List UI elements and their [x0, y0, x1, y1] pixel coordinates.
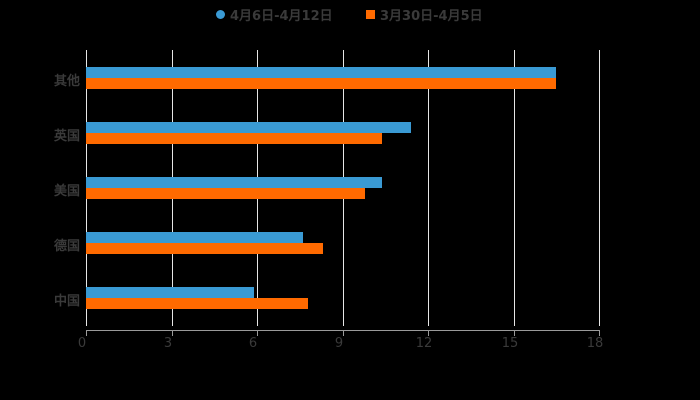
x-tick-label: 12: [415, 336, 433, 351]
bar-series-2[interactable]: [86, 298, 308, 309]
square-marker-icon: [366, 9, 375, 19]
y-category-label: 德国: [53, 239, 80, 254]
axis-tick: [428, 330, 429, 336]
y-category-label: 中国: [53, 294, 80, 309]
axis-tick: [599, 330, 600, 336]
x-tick-label: 15: [501, 336, 519, 351]
x-tick-label: 18: [586, 336, 604, 351]
legend-item-series-1[interactable]: 4月6日-4月12日: [216, 4, 333, 24]
axis-tick: [86, 330, 87, 336]
axis-tick: [343, 330, 344, 336]
y-category-label: 其他: [53, 74, 80, 89]
bar-series-2[interactable]: [86, 78, 556, 89]
bar-series-1[interactable]: [86, 122, 411, 133]
y-category-label: 英国: [53, 129, 80, 144]
bar-series-1[interactable]: [86, 177, 382, 188]
bar-series-2[interactable]: [86, 188, 365, 199]
gridline: [599, 50, 600, 326]
x-tick-label: 0: [77, 336, 87, 351]
axis-tick: [514, 330, 515, 336]
gridline: [428, 50, 429, 326]
x-axis-line: [86, 330, 600, 331]
axis-tick: [172, 330, 173, 336]
x-tick-label: 3: [163, 336, 173, 351]
circle-marker-icon: [216, 9, 225, 19]
bar-series-1[interactable]: [86, 232, 303, 243]
gridline: [514, 50, 515, 326]
legend-label: 4月6日-4月12日: [230, 8, 333, 24]
x-tick-label: 6: [248, 336, 258, 351]
bar-series-2[interactable]: [86, 243, 323, 254]
legend-item-series-2[interactable]: 3月30日-4月5日: [366, 4, 483, 24]
bar-series-1[interactable]: [86, 287, 254, 298]
axis-tick: [257, 330, 258, 336]
legend-label: 3月30日-4月5日: [380, 8, 483, 24]
chart-legend: 4月6日-4月12日 3月30日-4月5日: [0, 4, 700, 24]
bar-series-2[interactable]: [86, 133, 382, 144]
y-category-label: 美国: [53, 184, 80, 199]
x-tick-label: 9: [334, 336, 344, 351]
bar-series-1[interactable]: [86, 67, 556, 78]
